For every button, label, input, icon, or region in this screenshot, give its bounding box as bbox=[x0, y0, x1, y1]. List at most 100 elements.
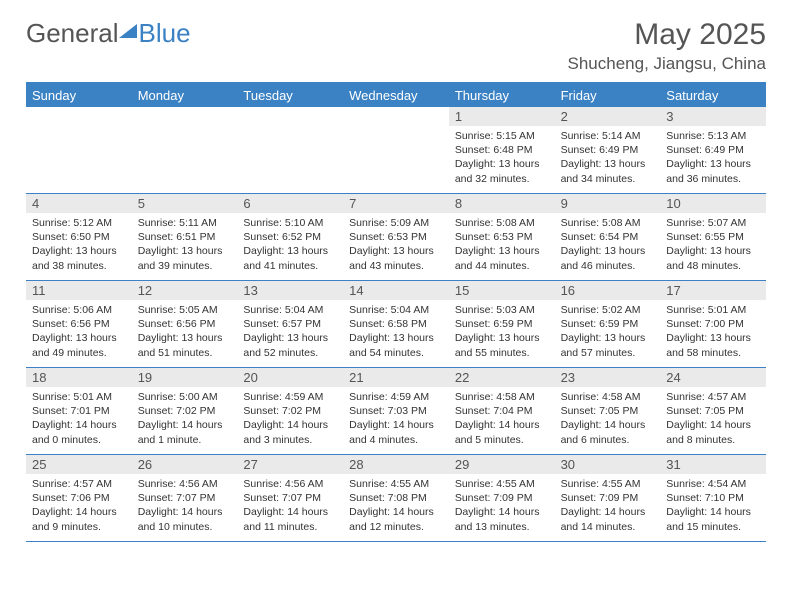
day-cell-25: 25Sunrise: 4:57 AMSunset: 7:06 PMDayligh… bbox=[26, 455, 132, 541]
week-row: 25Sunrise: 4:57 AMSunset: 7:06 PMDayligh… bbox=[26, 455, 766, 542]
day-cell-19: 19Sunrise: 5:00 AMSunset: 7:02 PMDayligh… bbox=[132, 368, 238, 454]
logo-triangle-icon bbox=[119, 24, 137, 38]
day-cell-14: 14Sunrise: 5:04 AMSunset: 6:58 PMDayligh… bbox=[343, 281, 449, 367]
day-info: Sunrise: 4:57 AMSunset: 7:05 PMDaylight:… bbox=[660, 387, 766, 451]
day-info: Sunrise: 4:55 AMSunset: 7:08 PMDaylight:… bbox=[343, 474, 449, 538]
day-number: 22 bbox=[449, 368, 555, 387]
day-cell-empty bbox=[26, 107, 132, 193]
day-cell-31: 31Sunrise: 4:54 AMSunset: 7:10 PMDayligh… bbox=[660, 455, 766, 541]
calendar-body: 1Sunrise: 5:15 AMSunset: 6:48 PMDaylight… bbox=[26, 107, 766, 542]
day-info: Sunrise: 5:15 AMSunset: 6:48 PMDaylight:… bbox=[449, 126, 555, 190]
day-number: 21 bbox=[343, 368, 449, 387]
day-info: Sunrise: 5:05 AMSunset: 6:56 PMDaylight:… bbox=[132, 300, 238, 364]
day-number: 30 bbox=[555, 455, 661, 474]
day-cell-29: 29Sunrise: 4:55 AMSunset: 7:09 PMDayligh… bbox=[449, 455, 555, 541]
day-header-wednesday: Wednesday bbox=[343, 84, 449, 107]
week-row: 1Sunrise: 5:15 AMSunset: 6:48 PMDaylight… bbox=[26, 107, 766, 194]
day-number: 15 bbox=[449, 281, 555, 300]
day-info: Sunrise: 4:56 AMSunset: 7:07 PMDaylight:… bbox=[132, 474, 238, 538]
day-number: 1 bbox=[449, 107, 555, 126]
day-cell-12: 12Sunrise: 5:05 AMSunset: 6:56 PMDayligh… bbox=[132, 281, 238, 367]
day-number bbox=[237, 107, 343, 126]
day-info: Sunrise: 5:08 AMSunset: 6:53 PMDaylight:… bbox=[449, 213, 555, 277]
day-header-sunday: Sunday bbox=[26, 84, 132, 107]
day-number bbox=[26, 107, 132, 126]
day-cell-empty bbox=[132, 107, 238, 193]
day-number: 9 bbox=[555, 194, 661, 213]
day-cell-30: 30Sunrise: 4:55 AMSunset: 7:09 PMDayligh… bbox=[555, 455, 661, 541]
day-cell-22: 22Sunrise: 4:58 AMSunset: 7:04 PMDayligh… bbox=[449, 368, 555, 454]
day-info: Sunrise: 5:11 AMSunset: 6:51 PMDaylight:… bbox=[132, 213, 238, 277]
day-info: Sunrise: 4:59 AMSunset: 7:03 PMDaylight:… bbox=[343, 387, 449, 451]
day-cell-27: 27Sunrise: 4:56 AMSunset: 7:07 PMDayligh… bbox=[237, 455, 343, 541]
day-cell-5: 5Sunrise: 5:11 AMSunset: 6:51 PMDaylight… bbox=[132, 194, 238, 280]
week-row: 4Sunrise: 5:12 AMSunset: 6:50 PMDaylight… bbox=[26, 194, 766, 281]
title-block: May 2025 Shucheng, Jiangsu, China bbox=[568, 18, 766, 74]
day-info: Sunrise: 4:54 AMSunset: 7:10 PMDaylight:… bbox=[660, 474, 766, 538]
day-info: Sunrise: 5:01 AMSunset: 7:00 PMDaylight:… bbox=[660, 300, 766, 364]
day-info: Sunrise: 4:58 AMSunset: 7:04 PMDaylight:… bbox=[449, 387, 555, 451]
day-number: 18 bbox=[26, 368, 132, 387]
day-info: Sunrise: 5:08 AMSunset: 6:54 PMDaylight:… bbox=[555, 213, 661, 277]
day-cell-13: 13Sunrise: 5:04 AMSunset: 6:57 PMDayligh… bbox=[237, 281, 343, 367]
calendar: SundayMondayTuesdayWednesdayThursdayFrid… bbox=[26, 82, 766, 542]
day-cell-20: 20Sunrise: 4:59 AMSunset: 7:02 PMDayligh… bbox=[237, 368, 343, 454]
day-header-saturday: Saturday bbox=[660, 84, 766, 107]
day-number: 6 bbox=[237, 194, 343, 213]
day-cell-empty bbox=[343, 107, 449, 193]
day-number: 23 bbox=[555, 368, 661, 387]
day-cell-10: 10Sunrise: 5:07 AMSunset: 6:55 PMDayligh… bbox=[660, 194, 766, 280]
day-info: Sunrise: 4:56 AMSunset: 7:07 PMDaylight:… bbox=[237, 474, 343, 538]
day-info: Sunrise: 5:02 AMSunset: 6:59 PMDaylight:… bbox=[555, 300, 661, 364]
day-cell-15: 15Sunrise: 5:03 AMSunset: 6:59 PMDayligh… bbox=[449, 281, 555, 367]
day-info: Sunrise: 5:06 AMSunset: 6:56 PMDaylight:… bbox=[26, 300, 132, 364]
day-info: Sunrise: 4:55 AMSunset: 7:09 PMDaylight:… bbox=[449, 474, 555, 538]
day-info: Sunrise: 4:55 AMSunset: 7:09 PMDaylight:… bbox=[555, 474, 661, 538]
day-number: 13 bbox=[237, 281, 343, 300]
day-info: Sunrise: 5:04 AMSunset: 6:58 PMDaylight:… bbox=[343, 300, 449, 364]
day-number: 25 bbox=[26, 455, 132, 474]
day-number bbox=[343, 107, 449, 126]
day-number: 14 bbox=[343, 281, 449, 300]
day-header-tuesday: Tuesday bbox=[237, 84, 343, 107]
day-number: 12 bbox=[132, 281, 238, 300]
day-info: Sunrise: 4:58 AMSunset: 7:05 PMDaylight:… bbox=[555, 387, 661, 451]
day-cell-4: 4Sunrise: 5:12 AMSunset: 6:50 PMDaylight… bbox=[26, 194, 132, 280]
logo: General Blue bbox=[26, 18, 191, 49]
day-cell-24: 24Sunrise: 4:57 AMSunset: 7:05 PMDayligh… bbox=[660, 368, 766, 454]
day-number bbox=[132, 107, 238, 126]
day-header-friday: Friday bbox=[555, 84, 661, 107]
day-number: 11 bbox=[26, 281, 132, 300]
day-info: Sunrise: 5:13 AMSunset: 6:49 PMDaylight:… bbox=[660, 126, 766, 190]
day-cell-empty bbox=[237, 107, 343, 193]
day-cell-23: 23Sunrise: 4:58 AMSunset: 7:05 PMDayligh… bbox=[555, 368, 661, 454]
day-info: Sunrise: 5:04 AMSunset: 6:57 PMDaylight:… bbox=[237, 300, 343, 364]
day-info: Sunrise: 4:57 AMSunset: 7:06 PMDaylight:… bbox=[26, 474, 132, 538]
logo-text-2: Blue bbox=[139, 18, 191, 49]
day-number: 31 bbox=[660, 455, 766, 474]
day-cell-3: 3Sunrise: 5:13 AMSunset: 6:49 PMDaylight… bbox=[660, 107, 766, 193]
week-row: 18Sunrise: 5:01 AMSunset: 7:01 PMDayligh… bbox=[26, 368, 766, 455]
day-info: Sunrise: 5:10 AMSunset: 6:52 PMDaylight:… bbox=[237, 213, 343, 277]
day-number: 7 bbox=[343, 194, 449, 213]
day-cell-18: 18Sunrise: 5:01 AMSunset: 7:01 PMDayligh… bbox=[26, 368, 132, 454]
day-info: Sunrise: 5:14 AMSunset: 6:49 PMDaylight:… bbox=[555, 126, 661, 190]
month-title: May 2025 bbox=[568, 18, 766, 52]
day-cell-11: 11Sunrise: 5:06 AMSunset: 6:56 PMDayligh… bbox=[26, 281, 132, 367]
day-cell-26: 26Sunrise: 4:56 AMSunset: 7:07 PMDayligh… bbox=[132, 455, 238, 541]
day-cell-21: 21Sunrise: 4:59 AMSunset: 7:03 PMDayligh… bbox=[343, 368, 449, 454]
day-number: 19 bbox=[132, 368, 238, 387]
day-info: Sunrise: 5:01 AMSunset: 7:01 PMDaylight:… bbox=[26, 387, 132, 451]
day-cell-16: 16Sunrise: 5:02 AMSunset: 6:59 PMDayligh… bbox=[555, 281, 661, 367]
location: Shucheng, Jiangsu, China bbox=[568, 54, 766, 74]
day-cell-1: 1Sunrise: 5:15 AMSunset: 6:48 PMDaylight… bbox=[449, 107, 555, 193]
day-cell-17: 17Sunrise: 5:01 AMSunset: 7:00 PMDayligh… bbox=[660, 281, 766, 367]
logo-text-1: General bbox=[26, 18, 119, 49]
day-cell-28: 28Sunrise: 4:55 AMSunset: 7:08 PMDayligh… bbox=[343, 455, 449, 541]
week-row: 11Sunrise: 5:06 AMSunset: 6:56 PMDayligh… bbox=[26, 281, 766, 368]
day-number: 17 bbox=[660, 281, 766, 300]
day-cell-8: 8Sunrise: 5:08 AMSunset: 6:53 PMDaylight… bbox=[449, 194, 555, 280]
day-number: 28 bbox=[343, 455, 449, 474]
day-info: Sunrise: 5:09 AMSunset: 6:53 PMDaylight:… bbox=[343, 213, 449, 277]
day-info: Sunrise: 4:59 AMSunset: 7:02 PMDaylight:… bbox=[237, 387, 343, 451]
